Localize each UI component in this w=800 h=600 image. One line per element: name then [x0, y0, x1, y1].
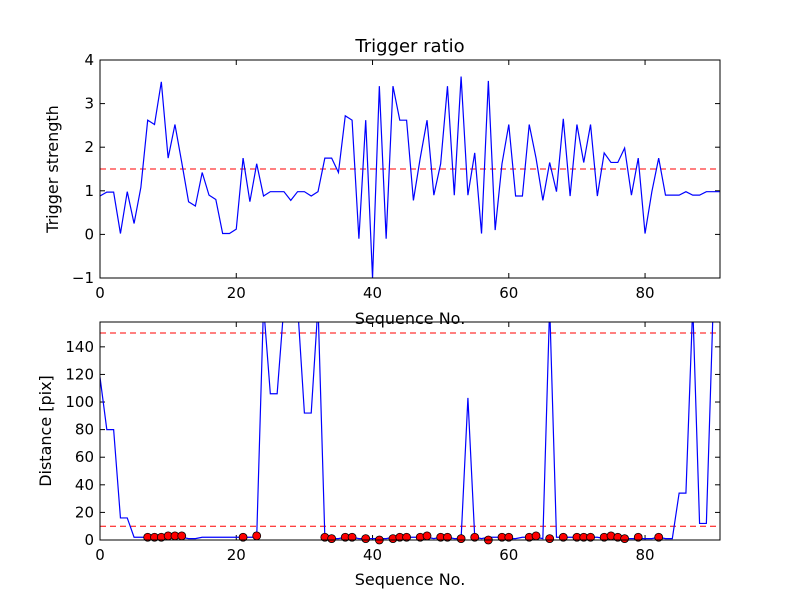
x-axis-label: Sequence No. [355, 309, 466, 328]
x-tick-label: 40 [363, 546, 382, 564]
x-tick-label: 40 [363, 284, 382, 302]
x-tick-label: 0 [95, 546, 105, 564]
detection-marker [443, 532, 452, 542]
detection-marker [558, 532, 568, 542]
y-ticks: 0 20 40 60 80 100 120 140 [65, 338, 720, 549]
detection-marker [654, 532, 664, 542]
distance-chart: 0 20 40 60 80 0 20 40 60 80 100 120 140 Sequence No… [36, 321, 721, 589]
detection-marker [238, 532, 248, 542]
detection-marker [504, 532, 514, 542]
y-tick-label: 20 [75, 503, 94, 521]
detection-marker [361, 534, 371, 544]
x-tick-label: 80 [636, 284, 655, 302]
x-tick-label: 80 [636, 546, 655, 564]
detection-marker [470, 532, 480, 542]
y-tick-label: 0 [84, 225, 94, 243]
x-tick-label: 0 [95, 284, 105, 302]
chart-title: Trigger ratio [354, 36, 464, 57]
detection-marker [422, 531, 432, 541]
y-tick-label: 100 [65, 393, 94, 411]
y-tick-label: 4 [84, 51, 94, 69]
detection-marker [252, 531, 262, 541]
detection-marker [327, 534, 337, 544]
x-ticks: 0 20 40 60 80 [95, 322, 655, 564]
detection-marker [402, 532, 411, 542]
detection-marker [586, 532, 595, 542]
y-tick-label: 0 [84, 531, 94, 549]
x-ticks: 0 20 40 60 80 [95, 60, 655, 302]
trigger-series-line [99, 76, 720, 279]
x-tick-label: 20 [227, 284, 246, 302]
plot-frame [99, 59, 721, 279]
y-tick-label: 1 [84, 182, 94, 200]
y-tick-label: −1 [72, 269, 94, 287]
x-axis-label: Sequence No. [355, 570, 466, 589]
y-tick-label: 120 [65, 365, 94, 383]
plot-frame [99, 321, 721, 541]
y-axis-label: Trigger strength [43, 105, 62, 234]
y-tick-label: 80 [75, 421, 94, 439]
y-tick-label: 40 [75, 476, 94, 494]
detection-marker [545, 534, 555, 544]
detection-marker [531, 531, 541, 541]
distance-series-line [100, 322, 714, 540]
detection-marker [347, 532, 357, 542]
detection-markers [143, 531, 664, 545]
y-tick-label: 3 [84, 95, 94, 113]
detection-marker [177, 531, 187, 541]
x-tick-label: 60 [499, 546, 518, 564]
detection-marker [456, 534, 466, 544]
y-tick-label: 140 [65, 338, 94, 356]
detection-marker [620, 534, 630, 544]
y-tick-label: 60 [75, 448, 94, 466]
y-axis-label: Distance [pix] [36, 375, 55, 487]
detection-marker [633, 532, 643, 542]
x-tick-label: 20 [227, 546, 246, 564]
threshold-lines [100, 332, 720, 527]
x-tick-label: 60 [499, 284, 518, 302]
y-tick-label: 2 [84, 138, 94, 156]
